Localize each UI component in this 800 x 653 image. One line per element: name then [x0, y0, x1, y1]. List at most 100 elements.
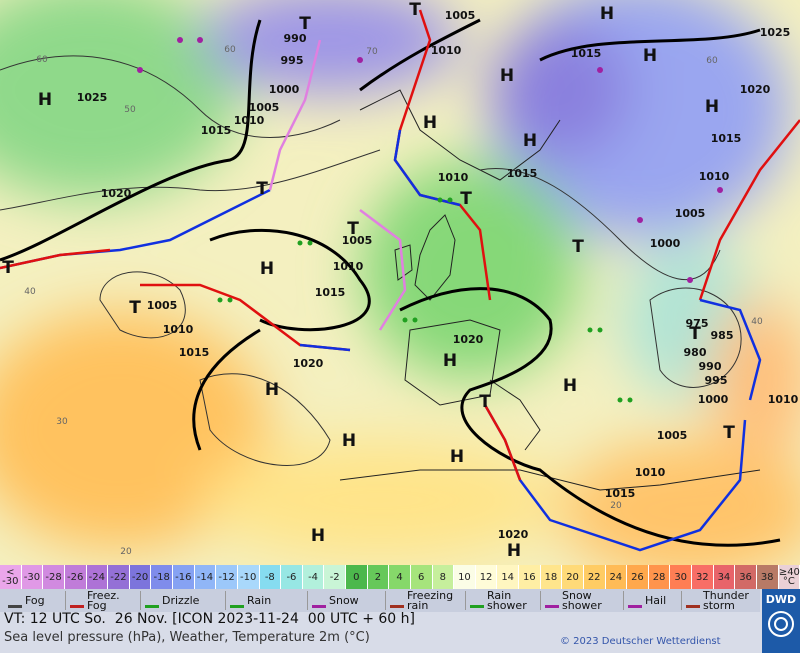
scale-label: 32: [695, 571, 709, 583]
scale-label: 16: [522, 571, 536, 583]
pressure-center: H: [423, 113, 437, 133]
scale-label: -14: [196, 571, 214, 583]
scale-label: 8: [439, 571, 446, 583]
scale-label: 30: [674, 571, 688, 583]
scale-label: -16: [175, 571, 192, 583]
pressure-center: T: [723, 423, 735, 443]
legend-separator: [623, 591, 624, 610]
pressure-center: T: [409, 0, 421, 20]
pressure-center: T: [2, 258, 14, 278]
scale-cell: -2: [324, 565, 346, 589]
scale-label: 2: [374, 571, 382, 583]
pressure-center: T: [460, 189, 472, 209]
pressure-center: H: [563, 376, 577, 396]
pressure-center: H: [507, 541, 521, 561]
isobar-label: 990: [284, 32, 307, 45]
scale-label: -4: [308, 571, 319, 583]
legend-label: Snow shower: [562, 588, 602, 612]
pressure-center: H: [38, 90, 52, 110]
legend-separator: [140, 591, 141, 610]
legend-separator: [65, 591, 66, 610]
legend-label: Snow: [329, 593, 359, 607]
logo-text: DWD: [765, 593, 797, 606]
isobar-label: 1015: [315, 286, 346, 299]
isobar-label: 1005: [445, 9, 476, 22]
scale-cell: 26: [627, 565, 649, 589]
legend-label: Freezing rain: [407, 588, 454, 612]
isobar-label: 1010: [635, 466, 666, 479]
scale-label: < -30: [2, 567, 19, 587]
isobar-label: 1020: [101, 187, 132, 200]
isobar-label: 1000: [650, 237, 681, 250]
scale-label: 0: [353, 571, 360, 583]
scale-label: ≥40 °C: [778, 567, 800, 587]
pressure-center: H: [342, 431, 356, 451]
scale-label: -22: [110, 571, 127, 583]
legend-separator: [307, 591, 308, 610]
legend-separator: [465, 591, 466, 610]
scale-cell: -28: [43, 565, 65, 589]
scale-cell: -8: [259, 565, 282, 589]
legend-symbol: [70, 593, 84, 608]
pressure-center: H: [643, 46, 657, 66]
scale-cell: 6: [410, 565, 433, 589]
legend-item: Hail: [628, 590, 678, 611]
scale-label: 18: [544, 571, 558, 583]
weather-symbols: [137, 37, 723, 403]
pressure-center: H: [311, 526, 325, 546]
isobar-label: 975: [686, 317, 709, 330]
legend-symbol: [312, 593, 326, 608]
legend-symbol: [686, 593, 700, 608]
pressure-center: T: [689, 324, 701, 344]
legend-symbol: [470, 593, 484, 608]
scale-cell: 34: [713, 565, 736, 589]
isobar-label: 1000: [269, 83, 300, 96]
scale-cell: < -30: [0, 565, 22, 589]
scale-cell: -4: [302, 565, 325, 589]
logo-icon: [768, 611, 794, 637]
scale-label: 10: [458, 571, 471, 583]
copyright: © 2023 Deutscher Wetterdienst: [560, 636, 721, 647]
scale-label: -10: [240, 571, 257, 583]
legend-label: Fog: [25, 593, 45, 607]
legend-item: Thunder storm: [686, 590, 756, 611]
scale-cell: -26: [64, 565, 87, 589]
isobar-label: 1000: [698, 393, 729, 406]
legend-label: Hail: [645, 593, 667, 607]
scale-label: -24: [88, 571, 105, 583]
scale-label: 34: [717, 571, 731, 583]
legend-label: Drizzle: [162, 593, 200, 607]
scale-cell: 18: [540, 565, 563, 589]
legend-item: Snow shower: [545, 590, 615, 611]
temperature-label: 30: [56, 417, 68, 427]
scale-cell: -16: [173, 565, 195, 589]
legend-item: Freez. Fog: [70, 590, 130, 611]
scale-label: 36: [739, 571, 752, 583]
isobar-label: 1010: [699, 170, 730, 183]
pressure-center: T: [572, 237, 584, 257]
isobar-label: 1015: [711, 132, 742, 145]
scale-cell: 30: [670, 565, 692, 589]
coastlines: [339, 89, 761, 491]
isobar-label: 995: [281, 54, 304, 67]
legend-separator: [225, 591, 226, 610]
scale-cell: -30: [21, 565, 44, 589]
isobar-label: 995: [705, 374, 728, 387]
scale-label: -2: [329, 571, 340, 583]
scale-cell: 4: [389, 565, 411, 589]
scale-cell: 10: [454, 565, 476, 589]
scale-label: 22: [587, 571, 601, 583]
scale-label: -8: [264, 571, 275, 583]
isobar-label: 1010: [234, 114, 265, 127]
isobars-thin: [0, 55, 742, 466]
pressure-center: H: [705, 97, 719, 117]
legend-item: Rain: [230, 590, 300, 611]
pressure-center: H: [600, 4, 614, 24]
isobar-label: 985: [711, 329, 734, 342]
isobar-label: 1020: [453, 333, 484, 346]
pressure-center: H: [450, 447, 464, 467]
scale-cell: -6: [281, 565, 303, 589]
isobar-label: 1005: [342, 234, 373, 247]
scale-cell: -18: [151, 565, 173, 589]
